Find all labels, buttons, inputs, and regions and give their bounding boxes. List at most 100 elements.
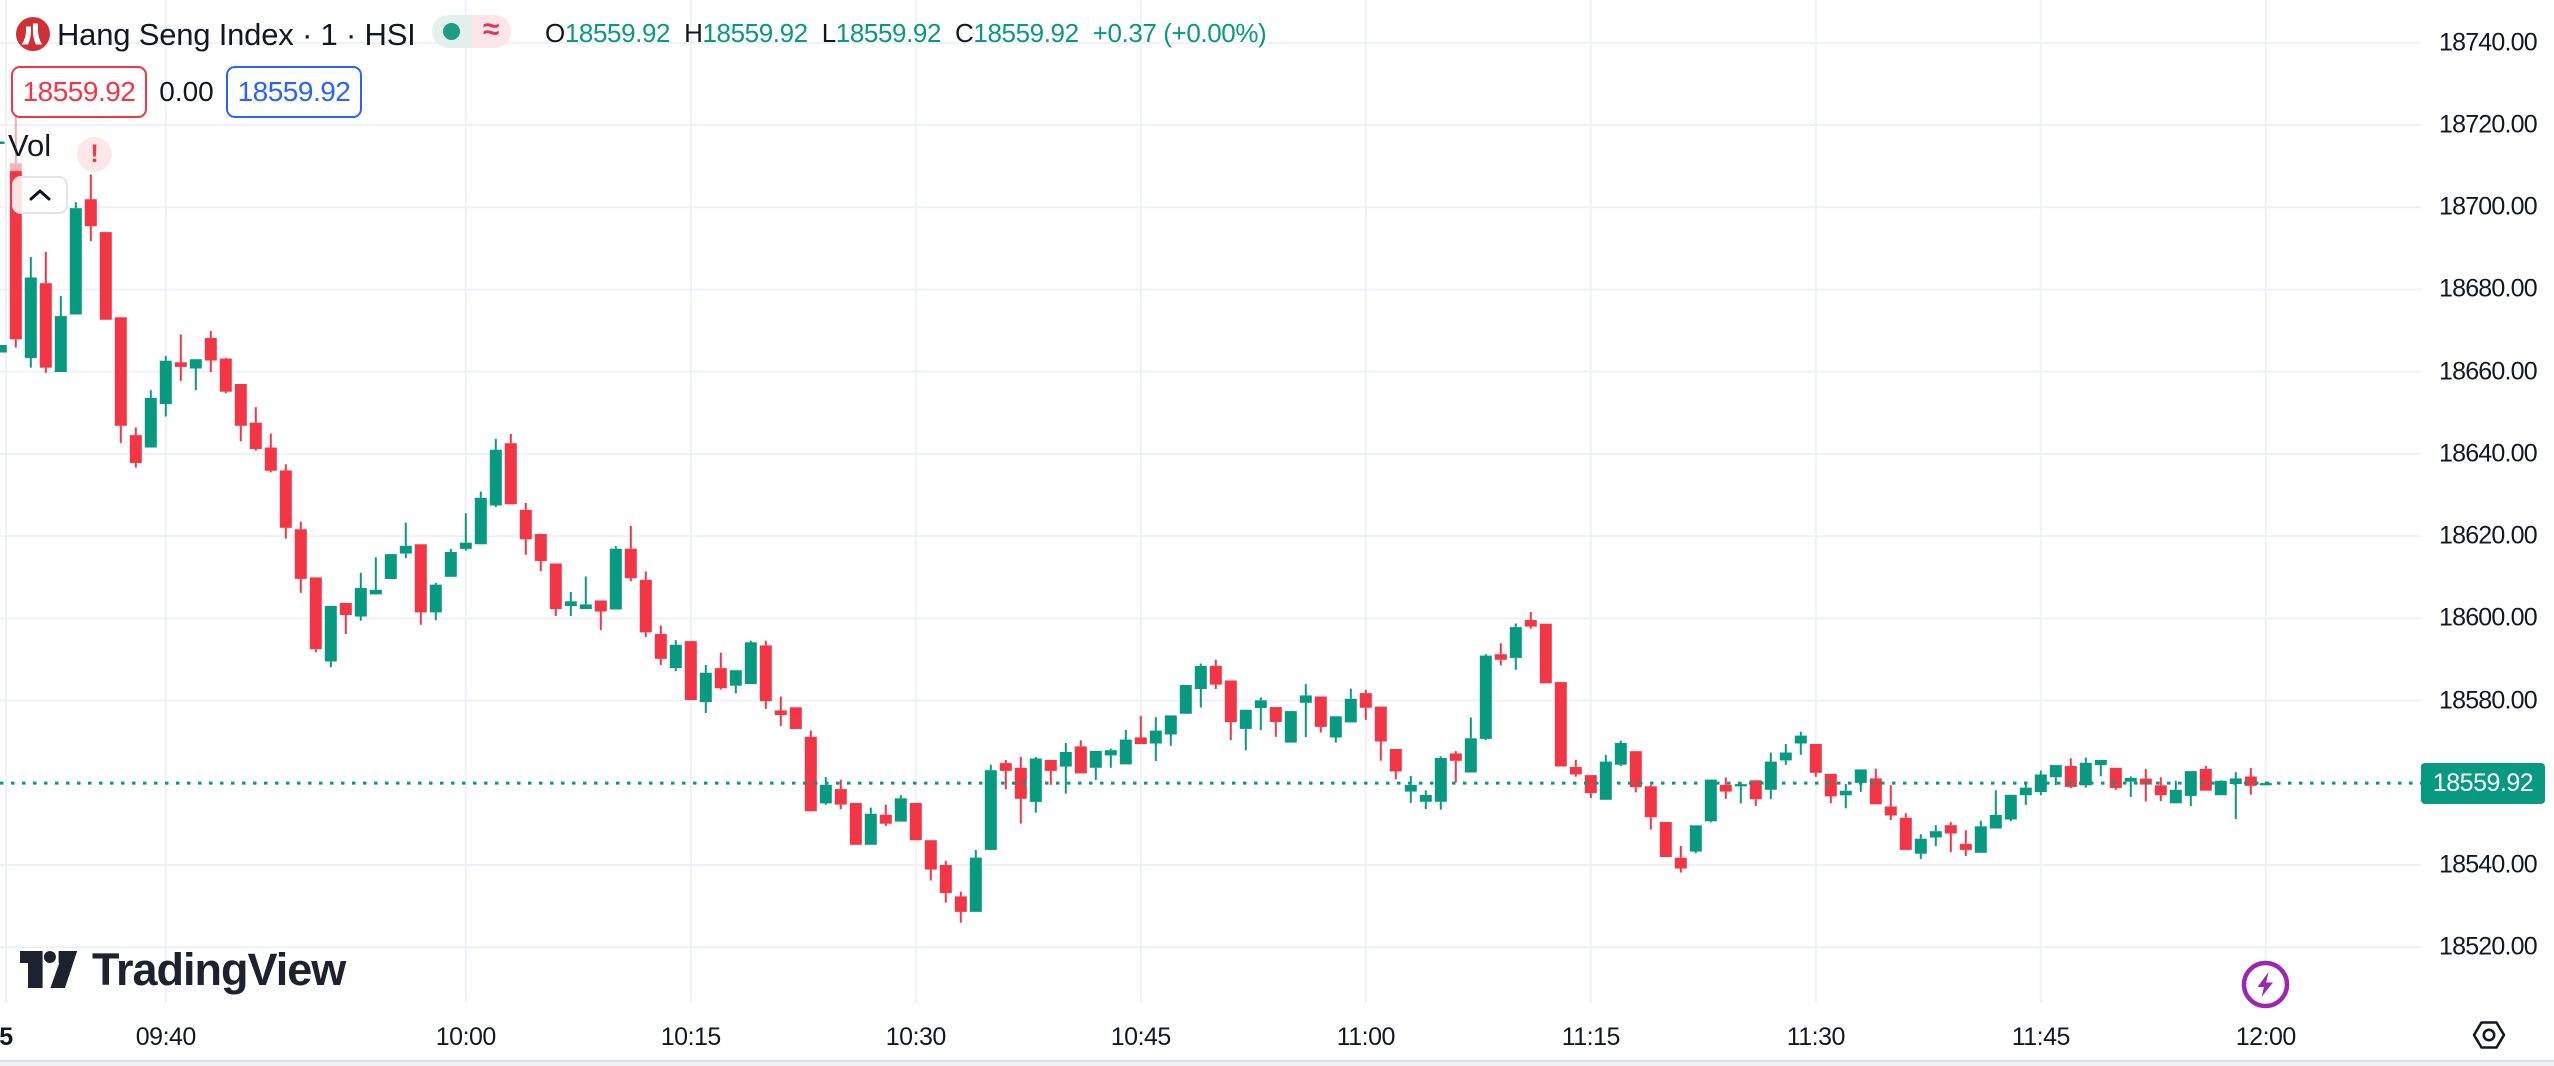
candle [189, 359, 202, 391]
candle [684, 641, 697, 701]
candle [909, 802, 922, 841]
candle [864, 807, 877, 845]
candle [1029, 756, 1042, 813]
candle [1554, 682, 1567, 767]
candle [429, 583, 442, 621]
buy-button[interactable]: 18559.92 [226, 66, 362, 118]
candle [279, 464, 292, 539]
candle [789, 707, 802, 729]
candle [1449, 751, 1462, 783]
candle [519, 503, 532, 555]
price-axis-label: 18600.00 [2439, 603, 2538, 632]
candle [1989, 790, 2002, 829]
candle [1374, 706, 1387, 761]
candle [1974, 820, 1987, 853]
candle [2034, 770, 2047, 796]
candle [969, 849, 982, 912]
candle [54, 295, 67, 373]
high-value: 18559.92 [702, 18, 808, 48]
tradingview-watermark: TradingView [14, 944, 346, 996]
candle [309, 577, 322, 653]
last-price-tag-value: 18559.92 [2432, 768, 2534, 797]
candle [2094, 759, 2107, 777]
price-axis-label: 18720.00 [2439, 110, 2538, 139]
candle [369, 557, 382, 595]
candle [2079, 757, 2092, 788]
candle [1344, 688, 1357, 723]
candle [999, 759, 1012, 790]
candle [174, 334, 187, 381]
candle [1359, 689, 1372, 721]
candle [24, 257, 37, 368]
candle [759, 640, 772, 709]
delayed-data-icon: ≈ [471, 15, 511, 48]
candle [579, 576, 592, 609]
low-value: 18559.92 [835, 18, 942, 48]
volume-indicator-label[interactable]: Vol [8, 128, 52, 163]
candle [1299, 684, 1312, 738]
candle [2229, 772, 2242, 820]
candle [2109, 767, 2122, 790]
candle [1284, 711, 1297, 743]
candle [849, 802, 862, 845]
candle [1854, 769, 1867, 792]
candle [1224, 680, 1237, 741]
price-axis-label: 18740.00 [2439, 28, 2538, 57]
symbol-title[interactable]: Hang Seng Index · 1 · HSI [57, 17, 416, 52]
candle [1719, 777, 1732, 799]
time-axis-label: 10:00 [435, 1023, 497, 1051]
time-axis-label: 10:30 [885, 1023, 947, 1051]
close-label: C [955, 18, 974, 48]
candle [1239, 709, 1252, 751]
volume-warning-icon[interactable]: ! [77, 137, 112, 172]
candle [1734, 782, 1747, 804]
candle [2154, 777, 2167, 802]
axis-settings-gear-icon[interactable] [2472, 1020, 2506, 1050]
candle [1824, 773, 1837, 804]
candle [564, 592, 577, 616]
candle [1959, 830, 1972, 857]
collapse-indicator-button[interactable] [12, 176, 68, 214]
candle [1479, 654, 1492, 741]
candle [324, 605, 337, 668]
candle [294, 521, 307, 593]
sell-button[interactable]: 18559.92 [11, 66, 147, 118]
candle [1404, 775, 1417, 803]
candle [744, 640, 757, 685]
candle [1599, 754, 1612, 800]
candle [384, 554, 397, 579]
time-axis-label: 11:30 [1786, 1023, 1846, 1051]
candle [894, 795, 907, 822]
candle [1614, 740, 1627, 767]
candle [2259, 781, 2272, 786]
candle [654, 625, 667, 665]
candle [1509, 623, 1522, 670]
time-axis-label: 10:15 [660, 1023, 722, 1051]
candle [354, 572, 367, 621]
ohlc-values-row: O 18559.92 H 18559.92 L 18559.92 C 18559.92 … [545, 0, 1267, 67]
candle [1179, 685, 1192, 714]
go-to-realtime-button[interactable] [2241, 960, 2290, 1009]
candle [534, 534, 547, 572]
candle [99, 232, 112, 320]
candle [1059, 743, 1072, 794]
candle [984, 764, 997, 850]
time-axis-label: 11:45 [2011, 1023, 2071, 1051]
spread-value: 0.00 [159, 76, 214, 107]
candle [204, 331, 217, 373]
price-axis-label: 18620.00 [2439, 521, 2538, 550]
symbol-logo-icon [16, 17, 50, 51]
candle [1764, 752, 1777, 800]
candle [1164, 715, 1177, 746]
time-axis-label: 09:40 [135, 1023, 197, 1051]
candle [1119, 729, 1132, 765]
candle [1269, 707, 1282, 737]
lightning-bolt-icon [2257, 972, 2273, 997]
chevron-up-icon [29, 189, 51, 201]
candle [924, 840, 937, 881]
market-status-pill[interactable]: ≈ [432, 15, 511, 48]
candle [2199, 765, 2212, 791]
candle [1944, 822, 1957, 853]
candle [1314, 696, 1327, 733]
